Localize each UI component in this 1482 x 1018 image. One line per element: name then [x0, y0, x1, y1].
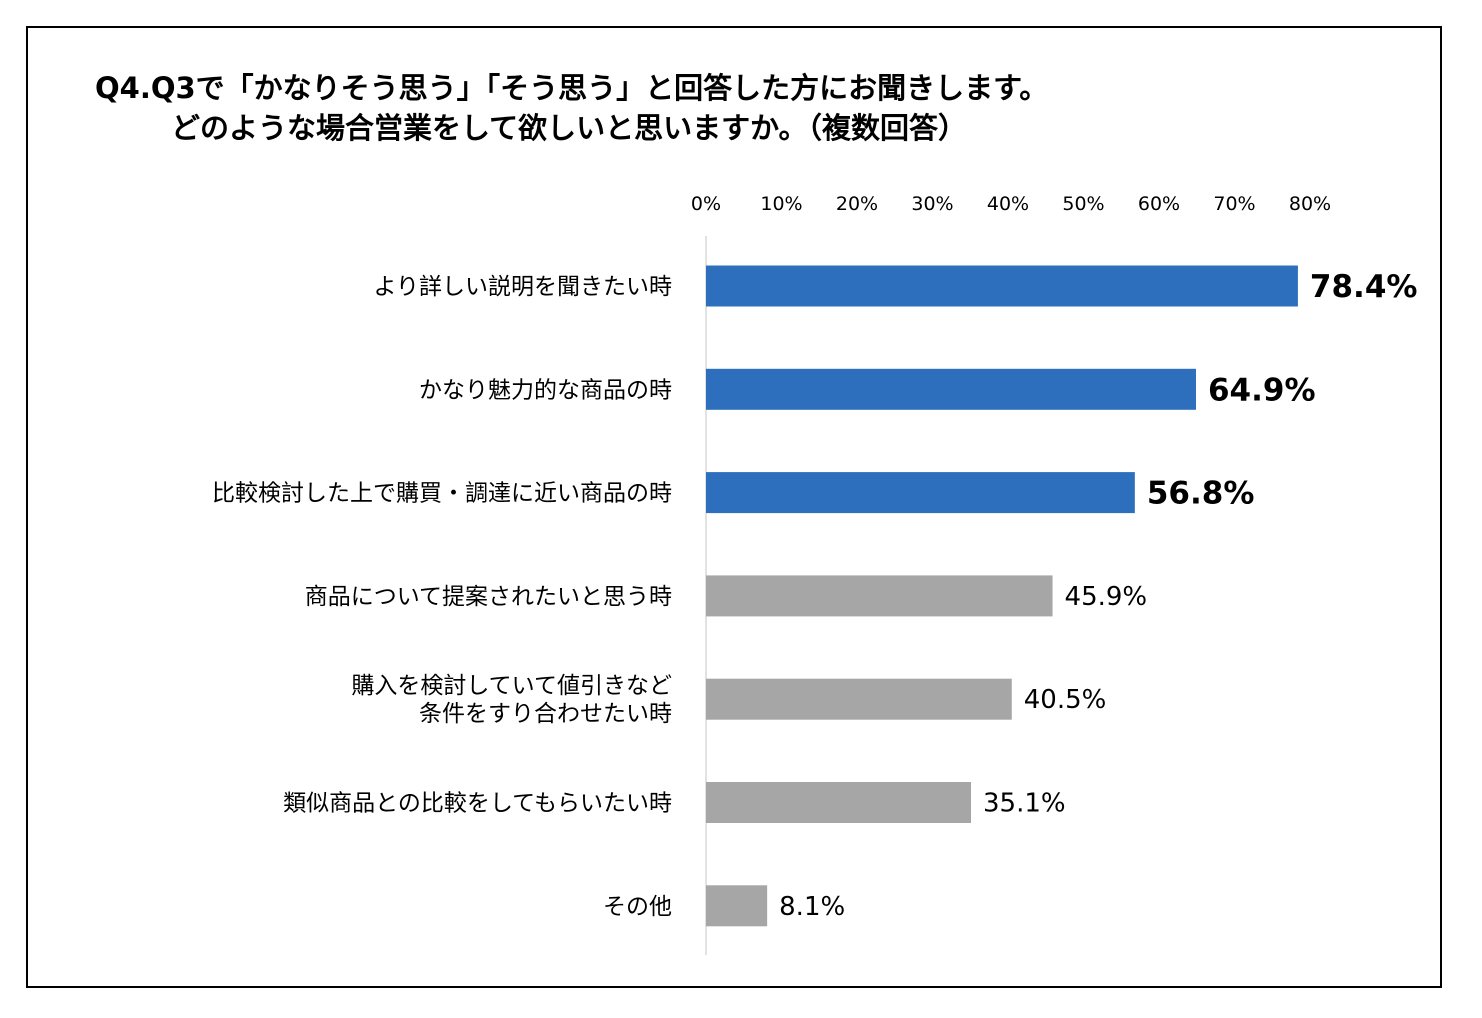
category-label: 購入を検討していて値引きなど条件をすり合わせたい時: [351, 673, 672, 727]
x-tick-label: 30%: [911, 193, 953, 215]
chart-title-line-2: どのような場合営業をして欲しいと思いますか。（複数回答）: [171, 111, 968, 145]
bar: [706, 678, 1012, 720]
value-label: 78.4%: [1310, 269, 1418, 305]
bar: [706, 472, 1135, 514]
value-label: 45.9%: [1065, 582, 1148, 612]
x-tick-label: 60%: [1138, 193, 1180, 215]
category-label: かなり魅力的な商品の時: [419, 377, 672, 403]
x-tick-label: 10%: [760, 193, 802, 215]
x-tick-label: 40%: [987, 193, 1029, 215]
value-label: 40.5%: [1024, 685, 1107, 715]
x-tick-label: 70%: [1213, 193, 1255, 215]
value-label: 8.1%: [779, 892, 845, 922]
bar: [706, 885, 768, 927]
chart-title-line-1: Q4.Q3で「かなりそう思う」「そう思う」と回答した方にお聞きします。: [95, 71, 1049, 105]
bar: [706, 575, 1053, 617]
value-label: 35.1%: [983, 789, 1066, 819]
bar: [706, 368, 1196, 410]
category-label: 商品について提案されたいと思う時: [305, 584, 672, 610]
chart-title: Q4.Q3で「かなりそう思う」「そう思う」と回答した方にお聞きします。 どのよう…: [95, 68, 1048, 148]
x-tick-label: 0%: [691, 193, 721, 215]
x-tick-label: 50%: [1062, 193, 1104, 215]
chart-frame: [26, 26, 1442, 988]
bar: [706, 782, 972, 823]
x-tick-label: 80%: [1289, 193, 1331, 215]
category-label: その他: [603, 894, 672, 920]
value-label: 56.8%: [1147, 476, 1255, 512]
category-label: 類似商品との比較をしてもらいたい時: [283, 791, 672, 817]
x-tick-label: 20%: [836, 193, 878, 215]
bar: [706, 265, 1298, 307]
value-label: 64.9%: [1208, 372, 1316, 408]
category-label: より詳しい説明を聞きたい時: [373, 274, 672, 300]
category-label: 比較検討した上で購買・調達に近い商品の時: [212, 481, 672, 507]
